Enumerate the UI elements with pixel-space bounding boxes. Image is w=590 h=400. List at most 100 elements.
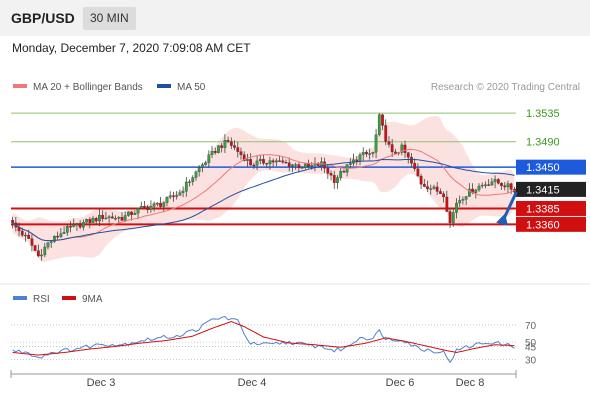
level-label-1-3490: 1.3490 <box>526 137 560 149</box>
candle-body <box>442 193 445 198</box>
candle-body <box>303 163 307 168</box>
level-label-1-3450: 1.3450 <box>526 162 560 174</box>
candle-body <box>91 218 95 223</box>
x-tick-label-dec-6: Dec 6 <box>386 377 415 389</box>
candle-body <box>384 125 388 142</box>
candle-body <box>159 203 162 207</box>
candle-body <box>88 219 92 223</box>
candle-body <box>416 168 420 177</box>
candle-body <box>361 152 365 155</box>
rsi-ma-line <box>12 320 515 356</box>
candle-body <box>451 212 455 223</box>
candle-body <box>426 186 429 189</box>
bollinger-band <box>12 115 515 262</box>
candle-body <box>477 185 481 191</box>
candle-body <box>49 241 53 243</box>
legend-swatch-rsi <box>13 296 27 300</box>
candle-body <box>40 254 43 257</box>
candle-body <box>278 160 281 162</box>
candle-body <box>458 200 462 204</box>
candle-body <box>27 234 31 239</box>
candle-body <box>65 226 69 233</box>
chart-header: GBP/USD 30 MIN <box>0 0 590 36</box>
legend-label-ma50: MA 50 <box>177 82 206 93</box>
candle-body <box>149 206 153 210</box>
candle-body <box>480 184 484 187</box>
candle-body <box>368 153 372 155</box>
level-label-1-3415: 1.3415 <box>526 184 560 196</box>
level-tag-1-3385 <box>516 200 586 216</box>
candle-body <box>120 217 124 221</box>
candle-body <box>168 195 172 198</box>
candle-body <box>229 141 233 146</box>
candle-body <box>204 162 207 165</box>
candle-body <box>143 206 146 208</box>
level-tag-1-3450 <box>516 159 586 175</box>
candle-body <box>281 160 285 163</box>
candle-body <box>406 152 410 158</box>
candle-body <box>217 145 220 153</box>
candle-body <box>36 250 40 257</box>
candle-body <box>271 160 275 163</box>
candle-body <box>422 184 426 187</box>
candle-body <box>155 203 159 205</box>
candle-body <box>104 217 108 220</box>
candle-body <box>284 162 288 164</box>
legend-label-9ma: 9MA <box>82 294 103 305</box>
candle-body <box>85 219 88 223</box>
candle-body <box>242 154 246 161</box>
level-tag-1-3415 <box>516 181 586 197</box>
candle-body <box>82 222 85 228</box>
candle-body <box>46 242 50 248</box>
candle-body <box>429 188 433 190</box>
candle-body <box>410 157 413 164</box>
candle-body <box>210 150 214 155</box>
candle-body <box>506 183 510 188</box>
candle-body <box>493 179 497 183</box>
timeframe-button[interactable]: 30 MIN <box>83 7 136 30</box>
candle-body <box>178 192 182 196</box>
candle-body <box>287 162 291 167</box>
candle-body <box>78 223 82 228</box>
rsi-tick-45: 45 <box>525 342 537 353</box>
level-label-1-3535: 1.3535 <box>526 108 560 120</box>
candle-body <box>400 144 404 153</box>
candle-body <box>509 183 513 190</box>
candle-body <box>310 165 314 167</box>
candle-body <box>114 218 117 220</box>
candle-body <box>326 168 330 174</box>
candle-body <box>130 211 133 215</box>
candle-body <box>291 164 294 167</box>
candle-body <box>419 175 423 185</box>
candle-body <box>484 184 487 186</box>
candle-body <box>43 246 47 256</box>
candle-body <box>249 159 253 166</box>
candle-body <box>197 167 201 172</box>
candle-body <box>329 173 333 176</box>
candle-body <box>342 170 346 173</box>
candle-body <box>127 211 130 216</box>
candle-body <box>146 206 150 210</box>
candle-body <box>390 144 394 153</box>
legend-label-ma20: MA 20 + Bollinger Bands <box>33 82 143 93</box>
candle-body <box>252 164 256 167</box>
candle-body <box>381 114 384 126</box>
level-label-1-3360: 1.3360 <box>526 219 560 231</box>
candle-body <box>300 167 304 169</box>
candle-body <box>239 151 243 155</box>
candle-body <box>358 154 362 162</box>
candle-body <box>201 164 204 168</box>
candle-body <box>377 114 381 135</box>
candle-body <box>98 215 101 222</box>
candle-body <box>20 230 24 236</box>
projection-arrowhead <box>496 213 508 226</box>
candle-body <box>72 224 76 227</box>
candle-body <box>348 163 352 165</box>
candle-body <box>207 154 211 163</box>
candle-body <box>181 191 185 193</box>
rsi-tick-50: 50 <box>525 338 537 349</box>
candle-body <box>191 177 195 182</box>
candle-body <box>33 245 37 251</box>
candle-body <box>339 170 343 178</box>
candle-body <box>136 208 140 214</box>
